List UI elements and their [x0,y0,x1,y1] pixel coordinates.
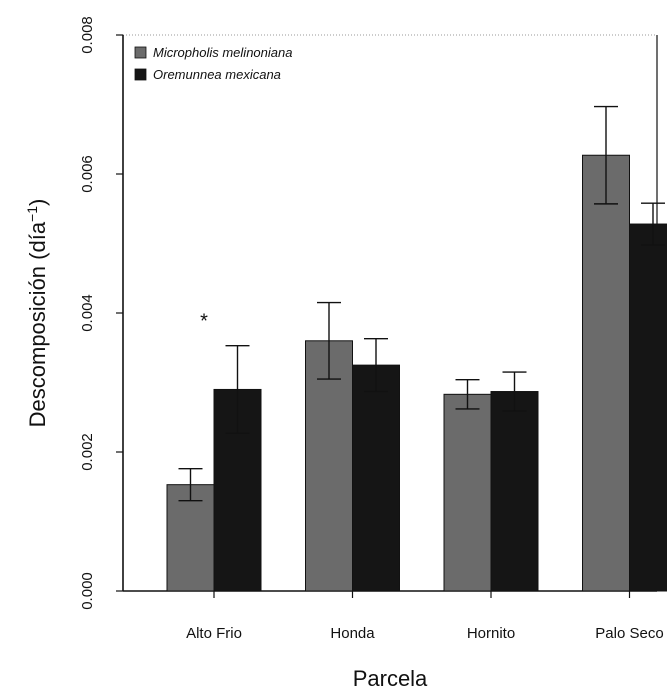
x-tick-label: Palo Seco [595,625,663,642]
x-tick-label: Hornito [467,625,515,642]
bar [352,364,400,592]
y-tick-label: 0.002 [79,433,96,471]
x-axis-title: Parcela [353,666,428,691]
y-axis-title: Descomposición (día−1) [24,199,50,428]
x-tick-label: Honda [330,625,375,642]
y-tick-label: 0.006 [79,155,96,193]
legend-label: Oremunnea mexicana [153,67,281,82]
legend: Micropholis melinoniana Oremunnea mexican… [134,45,292,82]
legend-label: Micropholis melinoniana [153,45,292,60]
bar [443,393,492,592]
significance-star: * [200,311,208,333]
bar [490,391,539,592]
y-tick-label: 0.008 [79,16,96,54]
legend-swatch [134,46,147,59]
bars [166,154,667,592]
y-tick-label: 0.004 [79,294,96,332]
labels: Alto Frio Honda Hornito Palo Seco * Parcela De… [24,199,664,691]
legend-swatch [134,68,147,81]
bar [582,154,630,592]
bar [629,223,667,592]
error-bars [178,105,665,502]
x-tick-label: Alto Frio [186,625,242,642]
y-tick-label: 0.000 [79,572,96,610]
